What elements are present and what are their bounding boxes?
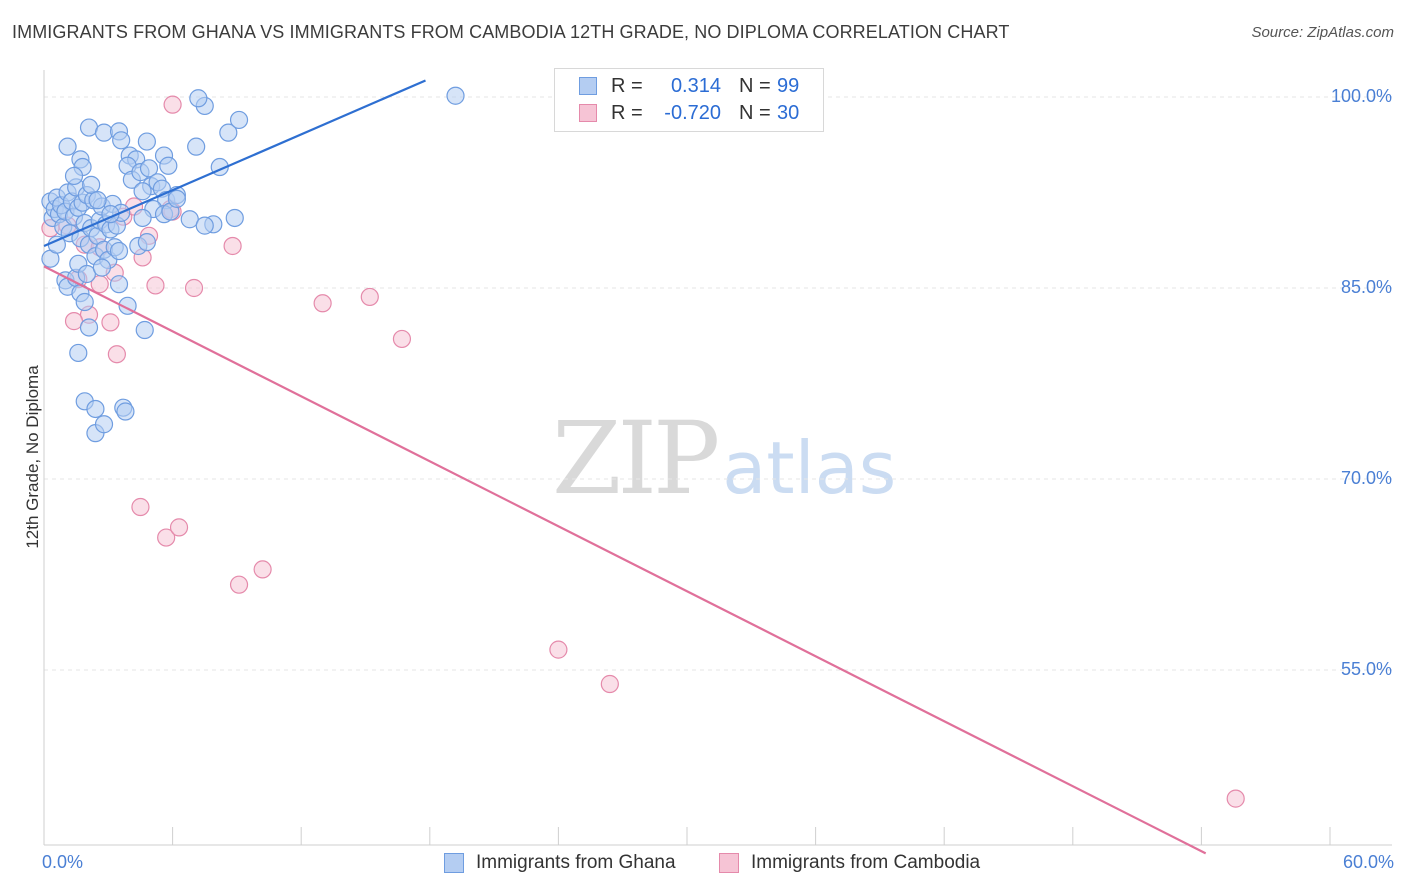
data-point-ghana <box>92 258 111 277</box>
watermark: ZIPatlas <box>552 400 896 517</box>
data-point-ghana <box>109 241 129 261</box>
data-point-ghana <box>137 132 156 151</box>
legend-item-ghana[interactable]: Immigrants from Ghana <box>444 852 676 874</box>
legend-swatch-cambodia <box>719 853 739 873</box>
data-point-ghana <box>137 233 156 252</box>
y-tick-label: 85.0% <box>1340 277 1392 297</box>
data-point-cambodia <box>157 528 176 547</box>
legend-swatch-cambodia <box>579 104 597 122</box>
data-point-ghana <box>180 210 199 229</box>
legend-r-value: 0.314 <box>670 74 721 97</box>
data-point-ghana <box>139 159 159 178</box>
data-point-ghana <box>189 89 208 108</box>
data-point-ghana <box>94 123 114 142</box>
legend-row-ghana: R = 0.314 N = 99 <box>579 73 799 99</box>
series-legend: Immigrants from Ghana Immigrants from Ca… <box>0 852 1406 878</box>
watermark-zip: ZIP <box>552 400 720 517</box>
y-tick-label: 70.0% <box>1340 468 1392 488</box>
legend-label-ghana: Immigrants from Ghana <box>476 852 676 873</box>
data-point-ghana <box>225 208 244 228</box>
data-point-ghana <box>116 402 135 421</box>
data-point-ghana <box>69 343 88 363</box>
data-point-ghana <box>75 292 94 312</box>
data-point-ghana <box>64 166 84 186</box>
legend-r-label: R = <box>611 74 643 97</box>
data-point-cambodia <box>223 236 242 256</box>
data-point-cambodia <box>107 345 126 364</box>
data-point-cambodia <box>169 518 189 537</box>
series-ghana <box>41 86 465 443</box>
legend-n-value: 30 <box>777 101 800 124</box>
axes <box>43 70 1392 846</box>
data-point-ghana <box>88 191 107 210</box>
data-point-ghana <box>79 318 99 337</box>
legend-item-cambodia[interactable]: Immigrants from Cambodia <box>719 852 980 874</box>
data-point-ghana <box>133 182 152 201</box>
data-point-cambodia <box>229 575 249 594</box>
data-point-ghana <box>187 137 206 156</box>
legend-label-cambodia: Immigrants from Cambodia <box>751 852 981 873</box>
data-point-cambodia <box>392 329 412 349</box>
data-point-ghana <box>446 86 465 105</box>
legend-r-value: -0.720 <box>664 101 721 124</box>
data-point-cambodia <box>313 294 332 313</box>
data-point-ghana <box>77 264 96 284</box>
data-point-cambodia <box>64 312 84 331</box>
y-axis-title: 12th Grade, No Diploma <box>23 365 42 549</box>
legend-swatch-ghana <box>444 853 464 873</box>
watermark-atlas: atlas <box>722 426 897 510</box>
data-point-ghana <box>58 137 77 156</box>
trend-line-ghana <box>43 79 426 247</box>
data-point-ghana <box>133 208 152 228</box>
legend-n-label: N = <box>739 74 771 97</box>
data-point-cambodia <box>549 640 568 659</box>
legend-n-label: N = <box>739 101 771 124</box>
data-point-ghana <box>159 156 178 175</box>
stats-legend: R = 0.314 N = 99 R = -0.720 N = 30 <box>554 68 824 132</box>
data-point-ghana <box>86 399 105 419</box>
data-point-cambodia <box>360 287 379 307</box>
series-cambodia <box>41 95 1245 808</box>
data-point-cambodia <box>163 95 182 114</box>
x-tick-label-max: 60.0% <box>1342 852 1394 872</box>
trend-lines <box>43 79 1207 855</box>
data-point-ghana <box>229 110 249 130</box>
data-point-cambodia <box>184 278 204 298</box>
data-point-cambodia <box>1226 789 1245 808</box>
data-point-ghana <box>167 189 186 208</box>
data-point-ghana <box>135 320 154 340</box>
data-point-ghana <box>112 131 131 150</box>
legend-n-value: 99 <box>777 74 800 97</box>
data-point-cambodia <box>253 560 272 579</box>
legend-swatch-ghana <box>579 77 597 95</box>
data-point-ghana <box>109 275 129 294</box>
y-tick-label: 100.0% <box>1330 86 1392 106</box>
data-point-ghana <box>82 175 101 194</box>
trend-line-cambodia <box>43 265 1207 855</box>
chart-title: IMMIGRANTS FROM GHANA VS IMMIGRANTS FROM… <box>12 22 1010 42</box>
source-label: Source: ZipAtlas.com <box>1251 24 1394 41</box>
data-point-cambodia <box>131 497 150 517</box>
data-point-cambodia <box>146 276 165 295</box>
data-point-ghana <box>94 415 114 434</box>
legend-row-cambodia: R = -0.720 N = 30 <box>579 100 799 126</box>
legend-r-label: R = <box>611 101 643 124</box>
data-point-cambodia <box>101 313 120 332</box>
data-point-cambodia <box>600 674 619 694</box>
data-point-ghana <box>195 216 214 235</box>
x-tick-label-min: 0.0% <box>42 852 84 872</box>
data-point-ghana <box>219 123 238 142</box>
y-tick-label: 55.0% <box>1340 659 1392 679</box>
